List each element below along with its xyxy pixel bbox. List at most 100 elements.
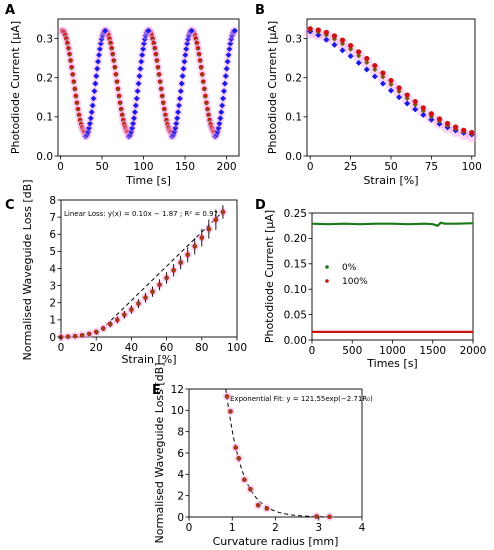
panel-d-frame xyxy=(311,212,474,341)
data-point-overlay xyxy=(157,282,162,287)
data-point-overlay xyxy=(236,456,241,461)
unloading-point xyxy=(173,120,180,127)
x-tick-label: 2 xyxy=(272,522,279,534)
panel-c-marks xyxy=(56,205,228,342)
unloading-point xyxy=(132,109,138,116)
upper-point xyxy=(364,55,370,62)
y-tick-label: 8 xyxy=(177,426,184,438)
panel-d-x-ticks: 0 500 1000 1500 2000 xyxy=(309,340,486,357)
upper-point xyxy=(469,129,475,136)
panel-e-label: E xyxy=(152,383,161,398)
legend-marker-0 xyxy=(325,265,329,269)
unloading-point xyxy=(217,115,224,122)
y-tick-label: 2 xyxy=(49,298,56,310)
series-0pct-line xyxy=(311,221,474,227)
panel-b: B 0 25 50 75 100 0.0 0.1 0.2 0.3 Strain [%] Pho… xyxy=(255,3,482,187)
panel-d-marks xyxy=(311,221,474,333)
upper-point xyxy=(388,77,394,84)
panel-a-x-label: Time [s] xyxy=(125,174,171,187)
unloading-point xyxy=(141,40,147,47)
unloading-point xyxy=(216,120,223,127)
unloading-point xyxy=(215,125,222,131)
unloading-point xyxy=(95,58,101,65)
data-point-overlay xyxy=(248,487,253,492)
unloading-point xyxy=(228,36,235,43)
panel-d-x-label: Times [s] xyxy=(366,357,417,370)
x-tick-label: 0 xyxy=(58,342,65,354)
exponential-fit-line xyxy=(225,388,332,518)
loading-overlay-point xyxy=(157,73,161,78)
unloading-point xyxy=(225,52,232,58)
upper-point xyxy=(315,27,321,33)
loading-overlay-point xyxy=(69,66,74,71)
unloading-point xyxy=(227,40,234,47)
unloading-point xyxy=(97,40,104,47)
panel-c-x-label: Strain [%] xyxy=(121,353,176,366)
lower-point xyxy=(388,87,394,94)
data-point-overlay xyxy=(178,260,183,265)
panel-d: D 0 500 1000 1500 2000 0.000.050.100.150.200… xyxy=(255,198,486,370)
unloading-point xyxy=(181,58,188,65)
unloading-point xyxy=(180,65,187,72)
x-tick-label: 40 xyxy=(125,342,138,354)
data-point-overlay xyxy=(200,235,204,240)
data-point-overlay xyxy=(122,312,127,317)
unloading-point xyxy=(220,95,226,102)
lower-point xyxy=(428,116,435,123)
unloading-point xyxy=(172,125,179,131)
data-point-overlay xyxy=(192,244,197,249)
panel-a-label: A xyxy=(5,3,15,18)
upper-point xyxy=(372,62,378,69)
data-point-overlay xyxy=(129,307,134,312)
loading-overlay-point xyxy=(156,66,160,71)
panel-d-y-label: Photodiode Current [µA] xyxy=(263,210,276,343)
unloading-point xyxy=(179,73,186,79)
unloading-point xyxy=(89,102,96,109)
loading-overlay-point xyxy=(71,80,76,85)
loading-overlay-point xyxy=(198,59,202,64)
data-point-overlay xyxy=(314,514,319,519)
x-tick-label: 200 xyxy=(217,161,237,173)
unloading-point xyxy=(145,27,152,34)
lower-point xyxy=(412,106,419,113)
data-point-overlay xyxy=(171,268,176,273)
unloading-point xyxy=(132,102,139,109)
unloading-point xyxy=(96,46,103,52)
unloading-point xyxy=(231,27,238,34)
unloading-point xyxy=(86,125,92,131)
data-point-overlay xyxy=(108,322,113,326)
loading-overlay-point xyxy=(114,73,118,78)
upper-point xyxy=(380,70,386,76)
x-tick-label: 1500 xyxy=(419,345,446,357)
panel-b-y-label: Photodiode Current [µA] xyxy=(266,21,279,154)
unloading-point xyxy=(142,32,149,39)
data-point-overlay xyxy=(214,217,218,222)
unloading-point xyxy=(99,32,106,39)
loading-overlay-point xyxy=(153,47,157,52)
y-tick-label: 4 xyxy=(177,469,184,481)
x-tick-label: 100 xyxy=(227,342,247,354)
loading-overlay-point xyxy=(160,95,165,99)
middle-point xyxy=(380,74,386,80)
y-tick-label: 5 xyxy=(49,246,56,258)
data-point-overlay xyxy=(225,394,229,399)
data-point-overlay xyxy=(265,506,269,511)
panel-d-legend: 0% 100% xyxy=(325,263,368,287)
panel-b-x-label: Strain [%] xyxy=(363,174,418,187)
unloading-point xyxy=(84,131,91,138)
unloading-point xyxy=(213,131,220,138)
y-tick-label: 0.20 xyxy=(284,233,307,245)
x-tick-label: 75 xyxy=(425,161,438,173)
panel-e-x-label: Curvature radius [mm] xyxy=(213,535,339,548)
data-point-overlay xyxy=(221,210,225,214)
unloading-point xyxy=(171,128,178,135)
panel-d-label: D xyxy=(255,198,266,213)
data-point-overlay xyxy=(87,332,91,336)
loading-overlay-point xyxy=(111,59,116,64)
unloading-point xyxy=(96,52,102,58)
y-tick-label: 0 xyxy=(177,512,184,524)
unloading-point xyxy=(174,115,181,122)
data-point-overlay xyxy=(150,289,155,294)
upper-point xyxy=(356,49,362,55)
loading-overlay-point xyxy=(116,88,120,92)
